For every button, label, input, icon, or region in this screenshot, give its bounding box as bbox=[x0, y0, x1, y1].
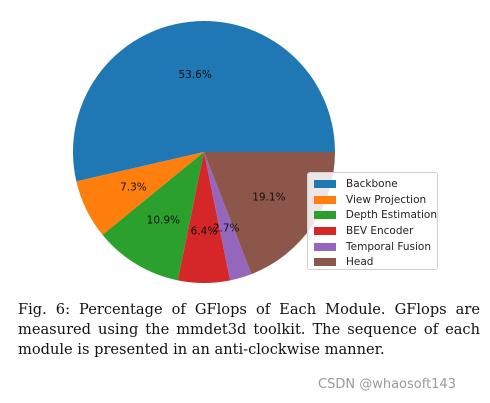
pie-slice bbox=[177, 152, 231, 283]
legend-swatch bbox=[314, 195, 336, 204]
legend-item: Backbone bbox=[314, 176, 437, 192]
legend-label: Head bbox=[346, 256, 374, 269]
pie-slice bbox=[204, 152, 252, 281]
legend-swatch bbox=[314, 242, 336, 251]
legend-item: BEV Encoder bbox=[314, 223, 437, 239]
legend-item: View Projection bbox=[314, 192, 437, 208]
legend-item: Depth Estimation bbox=[314, 207, 437, 223]
legend-label: Depth Estimation bbox=[345, 209, 437, 222]
figure-caption: Fig. 6: Percentage of GFlops of Each Mod… bbox=[18, 301, 480, 358]
legend-label: Backbone bbox=[346, 177, 398, 190]
legend-item: Temporal Fusion bbox=[314, 239, 437, 255]
slice-label: 10.9% bbox=[147, 214, 180, 226]
legend-item: Head bbox=[314, 254, 437, 270]
slice-label: 6.4% bbox=[191, 226, 218, 238]
pie-slice bbox=[76, 152, 204, 235]
legend-swatch bbox=[314, 226, 336, 235]
watermark: CSDN @whaosoft143 bbox=[318, 377, 456, 392]
slice-label: 2.7% bbox=[213, 222, 240, 234]
slice-label: 53.6% bbox=[178, 69, 211, 81]
legend-label: Temporal Fusion bbox=[346, 240, 431, 253]
pie-chart: 53.6% 7.3% 10.9% 6.4%2.7% 19.1% bbox=[73, 21, 336, 283]
legend-label: BEV Encoder bbox=[346, 224, 414, 237]
legend-swatch bbox=[314, 179, 336, 188]
slice-label: 19.1% bbox=[252, 191, 285, 203]
pie-slice bbox=[102, 152, 204, 281]
legend-swatch bbox=[314, 258, 336, 267]
pie-slice bbox=[204, 152, 335, 275]
slice-label: 7.3% bbox=[120, 182, 147, 194]
legend-label: View Projection bbox=[346, 193, 427, 206]
legend-swatch bbox=[314, 211, 336, 220]
chart-legend: Backbone View Projection Depth Estimatio… bbox=[307, 172, 438, 270]
pie-slice bbox=[73, 21, 336, 182]
